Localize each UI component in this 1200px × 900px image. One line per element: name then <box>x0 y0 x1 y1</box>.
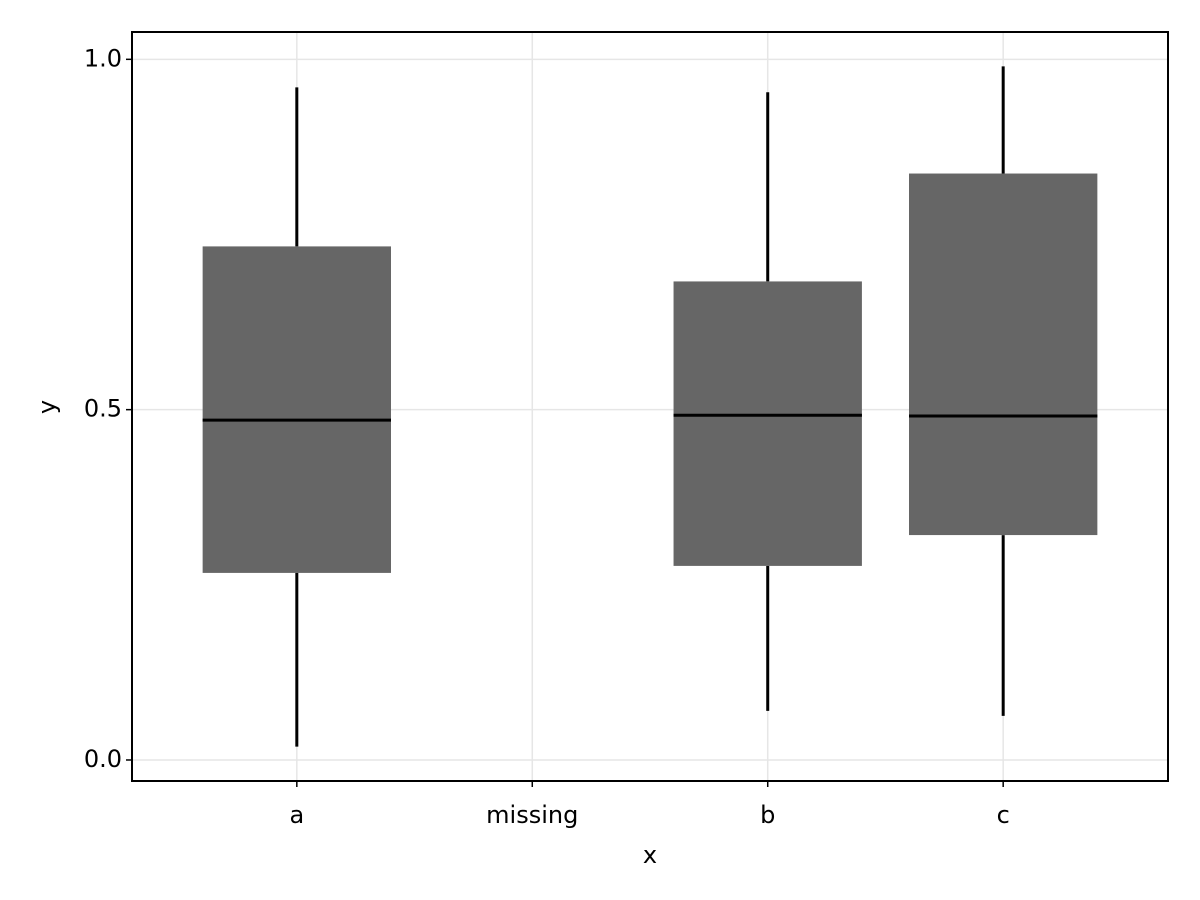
box <box>673 281 862 566</box>
x-tick-label: b <box>760 801 775 829</box>
box <box>909 173 1098 536</box>
box <box>202 246 391 573</box>
x-axis-label: x <box>643 841 657 869</box>
plot-frame <box>131 31 1169 782</box>
x-tick-label: missing <box>486 801 578 829</box>
y-tick-label: 1.0 <box>84 44 122 72</box>
x-tick-label: a <box>289 801 304 829</box>
x-tick-label: c <box>997 801 1010 829</box>
y-axis-label: y <box>33 400 61 414</box>
y-tick-label: 0.5 <box>84 395 122 423</box>
y-tick-label: 0.0 <box>84 745 122 773</box>
